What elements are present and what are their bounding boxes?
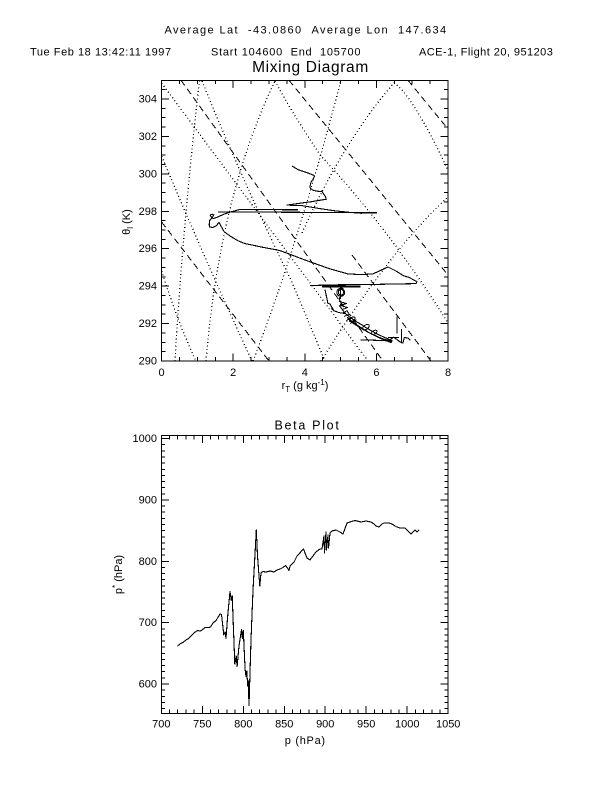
svg-text:302: 302 <box>139 131 157 143</box>
svg-text:4: 4 <box>302 367 308 379</box>
svg-text:8: 8 <box>445 367 451 379</box>
svg-text:850: 850 <box>275 719 293 731</box>
svg-text:Average Lat -43.0860 Average: Average Lat -43.0860 Average Lon 147.634 <box>164 25 447 37</box>
svg-text:292: 292 <box>139 318 157 330</box>
svg-text:rT (g kg-1): rT (g kg-1) <box>282 378 329 394</box>
svg-text:298: 298 <box>139 206 157 218</box>
svg-text:6: 6 <box>373 367 379 379</box>
svg-text:1050: 1050 <box>436 719 460 731</box>
svg-text:Beta Plot: Beta Plot <box>274 419 340 433</box>
svg-text:1000: 1000 <box>395 719 419 731</box>
svg-text:2: 2 <box>230 367 236 379</box>
svg-text:750: 750 <box>193 719 211 731</box>
svg-text:700: 700 <box>139 617 157 629</box>
svg-text:900: 900 <box>139 494 157 506</box>
svg-text:950: 950 <box>357 719 375 731</box>
svg-text:700: 700 <box>152 719 170 731</box>
svg-text:800: 800 <box>139 556 157 568</box>
svg-text:304: 304 <box>139 94 157 106</box>
svg-text:Start 104600 End 105700: Start 104600 End 105700 <box>211 47 361 59</box>
svg-text:294: 294 <box>139 281 157 293</box>
svg-text:600: 600 <box>139 679 157 691</box>
svg-text:ACE-1, Flight 20, 951203: ACE-1, Flight 20, 951203 <box>419 47 553 59</box>
svg-text:900: 900 <box>316 719 334 731</box>
svg-text:1000: 1000 <box>133 433 157 445</box>
svg-text:300: 300 <box>139 168 157 180</box>
svg-text:Tue Feb 18 13:42:11 1997: Tue Feb 18 13:42:11 1997 <box>30 47 172 59</box>
svg-text:p (hPa): p (hPa) <box>285 735 326 747</box>
svg-text:0: 0 <box>159 367 165 379</box>
svg-text:θl (K): θl (K) <box>121 209 135 235</box>
svg-text:290: 290 <box>139 356 157 368</box>
svg-text:800: 800 <box>234 719 252 731</box>
svg-text:296: 296 <box>139 243 157 255</box>
svg-text:Mixing Diagram: Mixing Diagram <box>252 59 369 76</box>
svg-text:p* (hPa): p* (hPa) <box>111 555 125 594</box>
